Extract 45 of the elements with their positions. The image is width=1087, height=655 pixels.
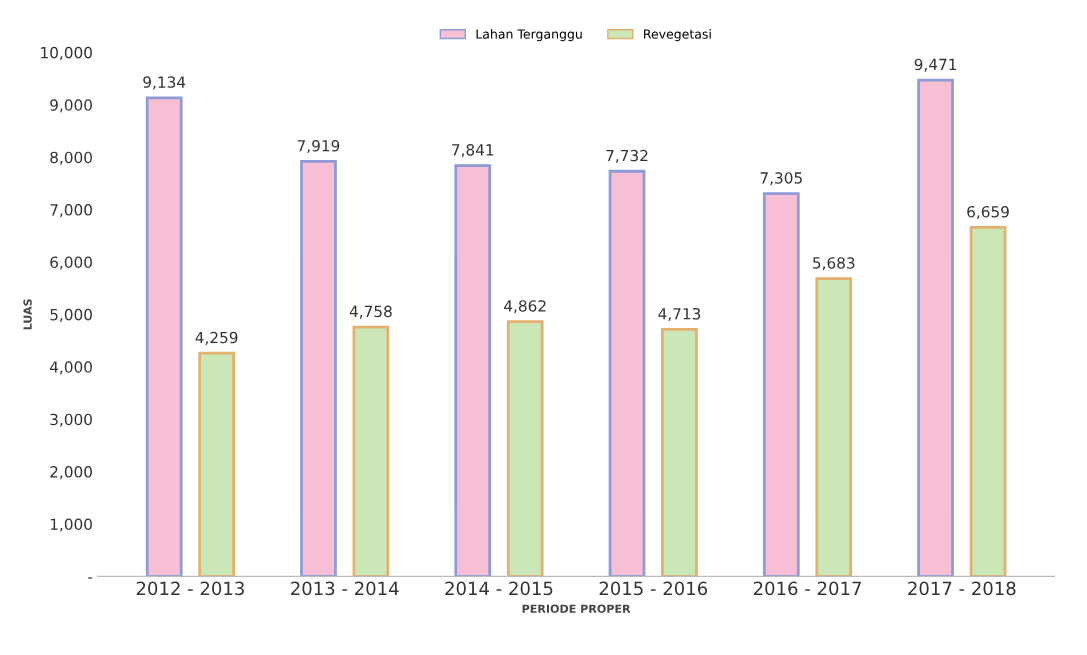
data-label: 4,713 [658, 307, 701, 322]
bar [917, 78, 954, 577]
x-tick-label: 2017 - 2018 [908, 581, 1016, 596]
data-label: 7,732 [606, 149, 648, 163]
x-tick-label: 2012 - 2013 [136, 581, 244, 596]
bar [608, 169, 646, 577]
x-axis-title: PERIODE PROPER [522, 604, 631, 613]
y-tick-label: - [88, 577, 93, 579]
bar [762, 192, 800, 577]
data-label: 4,758 [349, 305, 392, 319]
y-tick-label: 8,000 [50, 151, 92, 165]
bar [661, 328, 698, 577]
bar [506, 320, 544, 577]
y-tick-label: 10,000 [41, 46, 92, 60]
bar [145, 96, 183, 577]
y-tick-label: 3,000 [50, 413, 92, 427]
x-tick-label: 2016 - 2017 [753, 581, 861, 596]
bar [300, 160, 337, 577]
data-label: 5,683 [813, 257, 855, 271]
y-tick-label: 4,000 [49, 361, 92, 375]
x-tick-label: 2015 - 2016 [599, 581, 708, 596]
bar [198, 351, 235, 577]
data-label: 9,134 [143, 76, 186, 90]
data-label: 6,659 [967, 206, 1009, 220]
data-label: 7,841 [452, 144, 494, 158]
x-tick-label: 2013 - 2014 [291, 581, 399, 596]
data-label: 7,305 [760, 172, 802, 186]
data-label: 4,862 [504, 300, 546, 314]
x-tick-label: 2014 - 2015 [445, 581, 553, 596]
y-tick-label: 1,000 [50, 518, 92, 532]
bar [815, 277, 853, 577]
bar [969, 226, 1007, 577]
y-axis-title: LUAS [23, 299, 32, 330]
bar [454, 164, 492, 577]
bar [352, 325, 390, 577]
y-tick-label: 6,000 [50, 256, 92, 270]
data-label: 4,259 [195, 331, 238, 345]
y-tick-label: 7,000 [50, 204, 92, 218]
data-label: 7,919 [297, 139, 340, 154]
y-tick-label: 9,000 [50, 99, 92, 113]
legend-label: Lahan Terganggu [476, 29, 582, 42]
y-tick-label: 5,000 [50, 308, 92, 322]
y-tick-label: 2,000 [50, 466, 92, 480]
legend-label: Revegetasi [644, 29, 711, 42]
data-label: 9,471 [914, 58, 957, 72]
